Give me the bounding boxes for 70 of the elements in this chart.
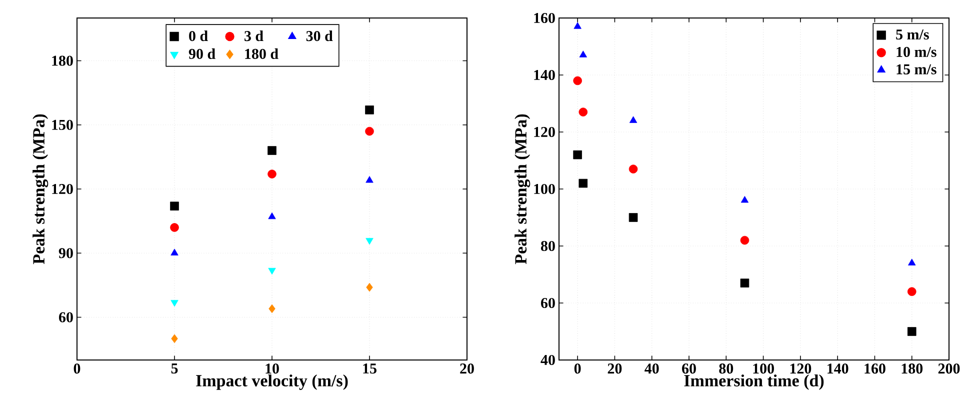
- x-tick-label: 60: [682, 364, 696, 374]
- point: [170, 248, 178, 256]
- x-tick-label: 100: [753, 364, 774, 374]
- legend-label: 15 m/s: [896, 64, 936, 74]
- point: [578, 178, 588, 188]
- y-tick-label: 90: [58, 248, 73, 258]
- x-tick-label: 160: [864, 364, 886, 374]
- y-tick-label: 120: [534, 126, 555, 138]
- x-axis-title: Impact velocity (m/s): [196, 374, 348, 390]
- x-tick-label: 10: [266, 364, 279, 374]
- legend-label: 180 d: [245, 48, 278, 59]
- y-tick-label: 100: [534, 184, 555, 194]
- x-tick-label: 180: [902, 364, 923, 374]
- point: [170, 223, 179, 232]
- y-tick-label: 60: [58, 312, 73, 322]
- x-tick-label: 140: [828, 364, 848, 374]
- point: [907, 287, 916, 296]
- y-tick-label: 40: [540, 354, 555, 366]
- legend-label: 0 d: [189, 30, 208, 42]
- point: [740, 196, 749, 203]
- x-tick-label: 0: [74, 364, 80, 374]
- point: [628, 164, 638, 174]
- point: [268, 170, 276, 178]
- point: [573, 76, 582, 86]
- point: [268, 146, 276, 155]
- point: [365, 126, 374, 136]
- point: [171, 334, 178, 344]
- y-tick-label: 140: [534, 70, 555, 80]
- legend-label: 10 m/s: [896, 46, 936, 57]
- point: [170, 300, 178, 307]
- point: [366, 282, 373, 292]
- point: [268, 268, 276, 275]
- x-tick-label: 20: [608, 364, 622, 374]
- point: [574, 22, 582, 29]
- y-tick-label: 150: [52, 120, 73, 130]
- point: [740, 278, 750, 288]
- x-tick-label: 5: [171, 364, 178, 374]
- point: [366, 238, 374, 245]
- point: [170, 202, 179, 210]
- x-tick-label: 15: [363, 364, 376, 374]
- point: [578, 108, 588, 116]
- point: [628, 213, 638, 222]
- point: [629, 116, 638, 123]
- point: [573, 150, 582, 160]
- point: [908, 258, 916, 266]
- x-tick-label: 20: [460, 364, 474, 374]
- point: [365, 106, 374, 114]
- point: [268, 304, 276, 314]
- point: [907, 327, 916, 336]
- legend-label: 3 d: [244, 30, 264, 42]
- x-tick-label: 0: [574, 364, 581, 374]
- point: [366, 176, 374, 183]
- y-axis-title: Peak strength (MPa): [514, 114, 530, 264]
- legend-label: 90 d: [188, 48, 216, 59]
- legend-label: 5 m/s: [896, 30, 929, 40]
- x-tick-label: 80: [719, 364, 734, 374]
- y-tick-label: 180: [52, 56, 73, 66]
- x-tick-label: 200: [938, 364, 960, 374]
- point: [740, 236, 750, 245]
- y-tick-label: 60: [541, 298, 555, 308]
- y-tick-label: 120: [52, 184, 73, 194]
- x-tick-label: 120: [790, 364, 812, 374]
- y-axis-title: Peak strength (MPa): [32, 114, 48, 264]
- x-tick-label: 40: [644, 364, 659, 374]
- y-tick-label: 80: [540, 240, 555, 252]
- point: [579, 50, 587, 58]
- legend-label: 30 d: [306, 30, 333, 42]
- x-axis-title: Immersion time (d): [684, 374, 824, 390]
- point: [268, 212, 276, 220]
- y-tick-label: 160: [534, 12, 555, 24]
